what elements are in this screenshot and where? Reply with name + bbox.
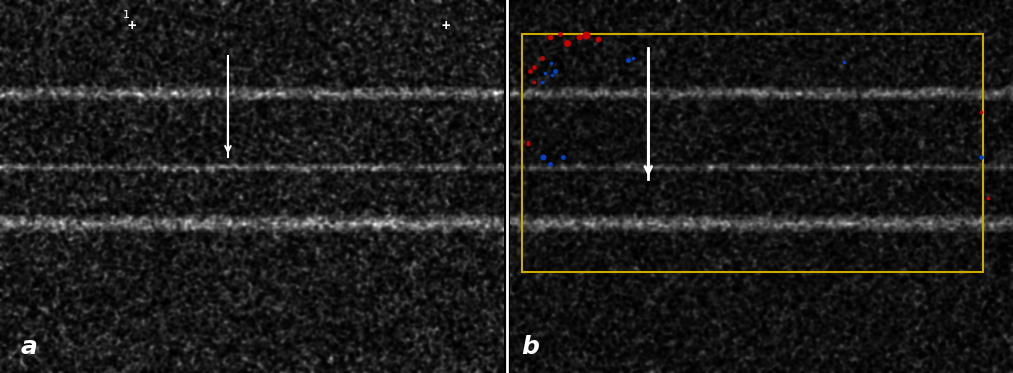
- Text: 1: 1: [124, 10, 130, 20]
- Bar: [522, 34, 983, 272]
- Text: +: +: [442, 19, 450, 33]
- Text: b: b: [522, 335, 540, 359]
- Text: +: +: [128, 19, 136, 33]
- Text: a: a: [20, 335, 37, 359]
